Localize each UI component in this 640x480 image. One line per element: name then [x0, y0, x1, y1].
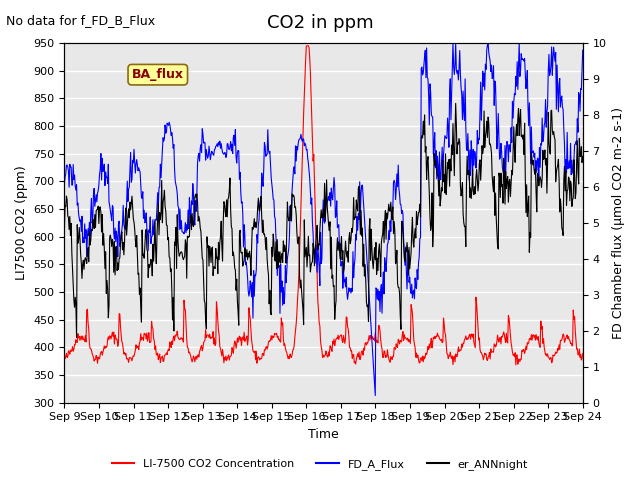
Text: CO2 in ppm: CO2 in ppm: [267, 14, 373, 33]
Text: BA_flux: BA_flux: [132, 68, 184, 81]
Y-axis label: LI7500 CO2 (ppm): LI7500 CO2 (ppm): [15, 166, 28, 280]
Text: No data for f_FD_B_Flux: No data for f_FD_B_Flux: [6, 14, 156, 27]
Legend: LI-7500 CO2 Concentration, FD_A_Flux, er_ANNnight: LI-7500 CO2 Concentration, FD_A_Flux, er…: [108, 455, 532, 474]
Y-axis label: FD Chamber flux (μmol CO2 m-2 s-1): FD Chamber flux (μmol CO2 m-2 s-1): [612, 107, 625, 339]
X-axis label: Time: Time: [308, 428, 339, 441]
